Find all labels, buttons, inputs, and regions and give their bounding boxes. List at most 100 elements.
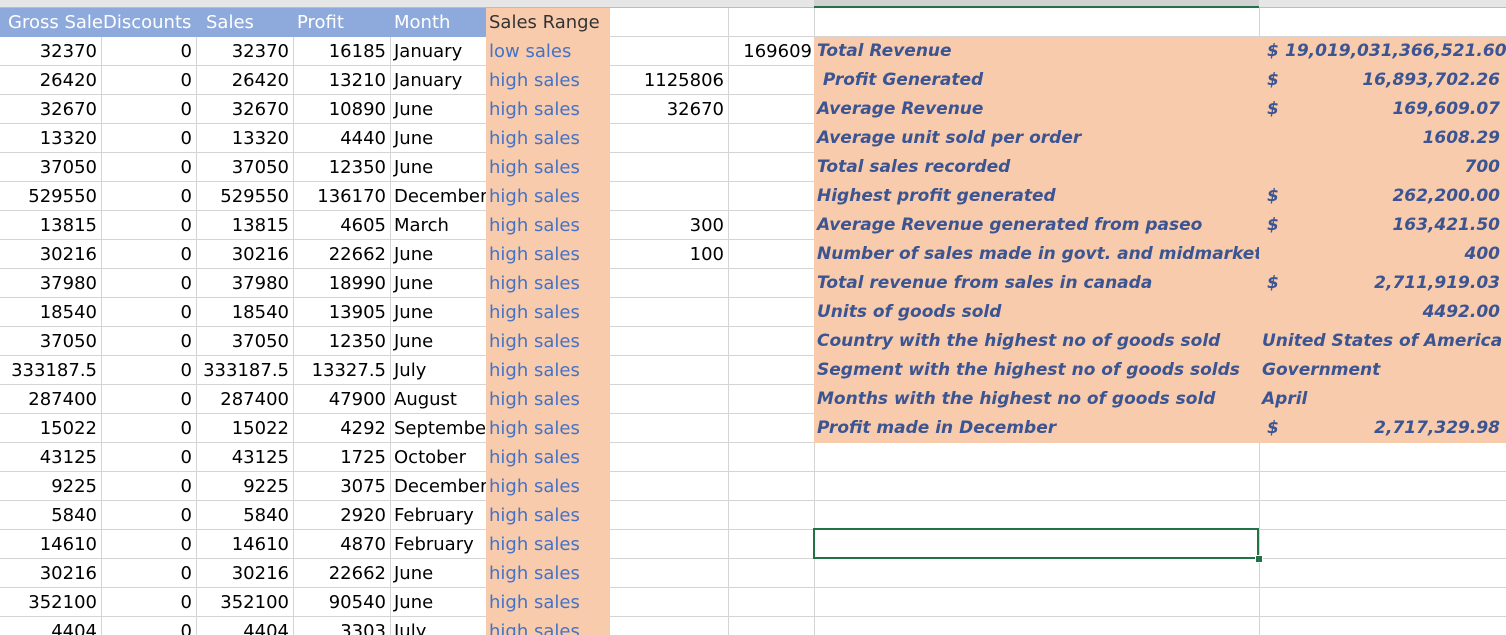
month-cell[interactable]: December (394, 476, 486, 497)
month-cell[interactable]: February (394, 534, 474, 555)
profit-cell[interactable]: 16185 (328, 41, 386, 62)
gross-sale-cell[interactable]: 529550 (28, 186, 97, 207)
sales-range-cell[interactable]: high sales (489, 244, 580, 265)
column-n-cell[interactable]: 100 (689, 244, 724, 265)
sales-range-cell[interactable]: high sales (489, 534, 580, 555)
gross-sale-cell[interactable]: 5840 (51, 505, 97, 526)
discount-cell[interactable]: 0 (180, 505, 192, 526)
header-discounts[interactable]: Discounts (103, 12, 192, 33)
gross-sale-cell[interactable]: 18540 (39, 302, 97, 323)
gross-sale-cell[interactable]: 352100 (28, 592, 97, 613)
profit-cell[interactable]: 47900 (328, 389, 386, 410)
sales-range-cell[interactable]: high sales (489, 418, 580, 439)
summary-value[interactable]: 2,711,919.03 (1374, 273, 1500, 293)
sales-range-cell[interactable]: high sales (489, 331, 580, 352)
summary-value[interactable]: Government (1262, 360, 1381, 380)
month-cell[interactable]: October (394, 447, 467, 468)
sales-cell[interactable]: 13320 (231, 128, 289, 149)
month-cell[interactable]: June (394, 157, 434, 178)
month-cell[interactable]: June (394, 592, 434, 613)
month-cell[interactable]: June (394, 128, 434, 149)
profit-cell[interactable]: 18990 (328, 273, 386, 294)
discount-cell[interactable]: 0 (180, 302, 192, 323)
month-cell[interactable]: February (394, 505, 474, 526)
discount-cell[interactable]: 0 (180, 621, 192, 635)
discount-cell[interactable]: 0 (180, 128, 192, 149)
month-cell[interactable]: January (394, 41, 463, 62)
sales-range-cell[interactable]: high sales (489, 157, 580, 178)
summary-label[interactable]: Highest profit generated (817, 186, 1056, 206)
header-sales[interactable]: Sales (206, 12, 254, 33)
summary-value[interactable]: 2,717,329.98 (1374, 418, 1500, 438)
sales-cell[interactable]: 529550 (220, 186, 289, 207)
sales-range-cell[interactable]: high sales (489, 389, 580, 410)
profit-cell[interactable]: 136170 (317, 186, 386, 207)
summary-value[interactable]: 4492.00 (1422, 302, 1500, 322)
month-cell[interactable]: June (394, 302, 434, 323)
column-n-cell[interactable]: 32670 (666, 99, 724, 120)
profit-cell[interactable]: 22662 (328, 244, 386, 265)
gross-sale-cell[interactable]: 26420 (39, 70, 97, 91)
gross-sale-cell[interactable]: 4404 (51, 621, 97, 635)
discount-cell[interactable]: 0 (180, 331, 192, 352)
sales-range-cell[interactable]: high sales (489, 621, 580, 635)
column-o-value[interactable]: 169609 (743, 41, 812, 62)
summary-label[interactable]: Average unit sold per order (817, 128, 1082, 148)
summary-value[interactable]: 163,421.50 (1392, 215, 1500, 235)
sales-cell[interactable]: 9225 (243, 476, 289, 497)
sales-range-cell[interactable]: high sales (489, 215, 580, 236)
discount-cell[interactable]: 0 (180, 186, 192, 207)
gross-sale-cell[interactable]: 37980 (39, 273, 97, 294)
summary-label[interactable]: Total revenue from sales in canada (817, 273, 1153, 293)
sales-cell[interactable]: 32670 (231, 99, 289, 120)
selected-column-header[interactable] (814, 0, 1259, 8)
sales-range-cell[interactable]: high sales (489, 302, 580, 323)
discount-cell[interactable]: 0 (180, 418, 192, 439)
sales-cell[interactable]: 26420 (231, 70, 289, 91)
sales-cell[interactable]: 30216 (231, 563, 289, 584)
sales-cell[interactable]: 18540 (231, 302, 289, 323)
month-cell[interactable]: June (394, 563, 434, 584)
sales-range-cell[interactable]: high sales (489, 186, 580, 207)
profit-cell[interactable]: 13210 (328, 70, 386, 91)
summary-label[interactable]: Profit made in December (817, 418, 1057, 438)
profit-cell[interactable]: 13327.5 (311, 360, 386, 381)
gross-sale-cell[interactable]: 37050 (39, 157, 97, 178)
sales-range-cell[interactable]: high sales (489, 505, 580, 526)
summary-label[interactable]: Number of sales made in govt. and midmar… (817, 244, 1259, 264)
summary-label[interactable]: Months with the highest no of goods sold (817, 389, 1216, 409)
month-cell[interactable]: January (394, 70, 463, 91)
gross-sale-cell[interactable]: 32370 (39, 41, 97, 62)
summary-value[interactable]: 19,019,031,366,521.60 (1285, 41, 1506, 61)
profit-cell[interactable]: 4605 (340, 215, 386, 236)
month-cell[interactable]: July (394, 621, 427, 635)
sales-range-cell[interactable]: high sales (489, 563, 580, 584)
profit-cell[interactable]: 4870 (340, 534, 386, 555)
sales-cell[interactable]: 32370 (231, 41, 289, 62)
summary-label[interactable]: Total sales recorded (817, 157, 1011, 177)
sales-range-cell[interactable]: high sales (489, 476, 580, 497)
month-cell[interactable]: June (394, 273, 434, 294)
profit-cell[interactable]: 2920 (340, 505, 386, 526)
discount-cell[interactable]: 0 (180, 273, 192, 294)
discount-cell[interactable]: 0 (180, 360, 192, 381)
discount-cell[interactable]: 0 (180, 447, 192, 468)
sales-cell[interactable]: 333187.5 (203, 360, 289, 381)
profit-cell[interactable]: 3303 (340, 621, 386, 635)
summary-value[interactable]: 16,893,702.26 (1362, 70, 1500, 90)
header-profit[interactable]: Profit (297, 12, 344, 33)
gross-sale-cell[interactable]: 15022 (39, 418, 97, 439)
summary-value[interactable]: 400 (1464, 244, 1501, 264)
summary-label[interactable]: Profit Generated (817, 70, 984, 90)
column-n-cell[interactable]: 300 (689, 215, 724, 236)
gross-sale-cell[interactable]: 30216 (39, 563, 97, 584)
sales-cell[interactable]: 30216 (231, 244, 289, 265)
profit-cell[interactable]: 3075 (340, 476, 386, 497)
column-header-strip[interactable] (0, 0, 1506, 8)
profit-cell[interactable]: 4292 (340, 418, 386, 439)
sales-cell[interactable]: 15022 (231, 418, 289, 439)
sales-range-cell[interactable]: low sales (489, 41, 572, 62)
gross-sale-cell[interactable]: 43125 (39, 447, 97, 468)
discount-cell[interactable]: 0 (180, 563, 192, 584)
